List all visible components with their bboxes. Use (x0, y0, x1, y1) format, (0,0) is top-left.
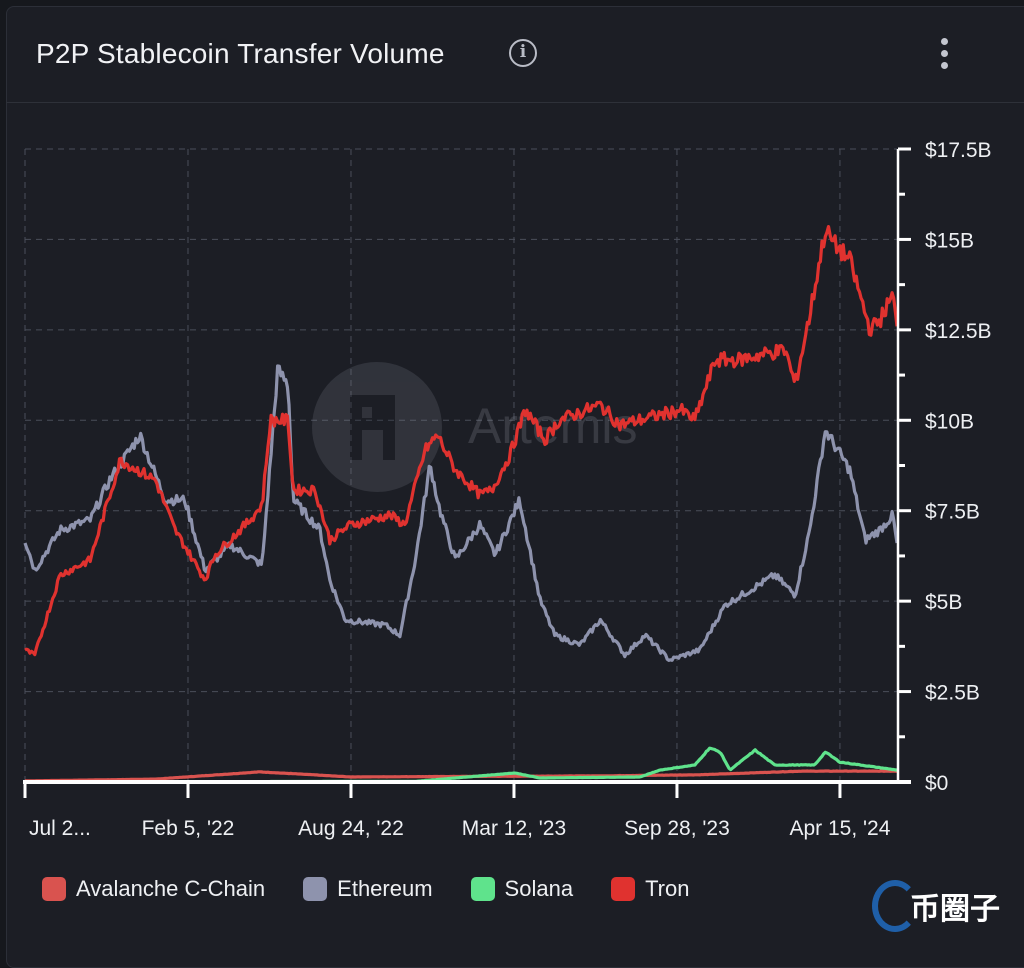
x-tick-label: Feb 5, '22 (142, 817, 235, 840)
corner-watermark-logo: 币圈子 (872, 880, 1000, 932)
page-title: P2P Stablecoin Transfer Volume (36, 38, 445, 69)
legend-label: Solana (504, 876, 574, 901)
legend-item[interactable]: Tron (611, 876, 689, 902)
artemis-watermark: Artemis (312, 362, 637, 492)
x-tick-label: Aug 24, '22 (298, 817, 404, 840)
corner-watermark-text: 币圈子 (910, 892, 1000, 927)
legend: Avalanche C-Chain Ethereum Solana Tron (42, 876, 727, 902)
legend-swatch (303, 877, 328, 901)
y-tick-label: $7.5B (925, 501, 980, 524)
legend-label: Avalanche C-Chain (76, 876, 266, 901)
y-tick-label: $10B (925, 410, 974, 433)
series-line-tron (24, 225, 899, 657)
more-vertical-icon[interactable] (934, 38, 954, 74)
divider (6, 102, 1024, 103)
legend-swatch (42, 877, 66, 901)
y-tick-label: $0 (925, 772, 948, 795)
line-chart: Artemis $0 $2.5B $5B $7.5B $10B $12.5B $15B $17… (23, 139, 992, 840)
y-tick-label: $17.5B (925, 139, 992, 162)
series-line-solana (25, 746, 898, 784)
series-line-ethereum (23, 364, 899, 662)
legend-swatch (470, 877, 495, 901)
y-tick-label: $12.5B (925, 320, 992, 343)
legend-item[interactable]: Ethereum (303, 876, 433, 902)
y-tick-label: $15B (925, 229, 974, 252)
legend-label: Tron (645, 876, 690, 901)
x-tick-label: Apr 15, '24 (789, 817, 890, 840)
y-tick-label: $5B (925, 591, 962, 614)
legend-item[interactable]: Solana (470, 876, 574, 902)
x-tick-label: Jul 2... (29, 817, 91, 840)
y-tick-label: $2.5B (925, 682, 980, 705)
x-tick-label: Mar 12, '23 (462, 817, 566, 840)
x-tick-label: Sep 28, '23 (624, 817, 730, 840)
legend-swatch (611, 877, 636, 901)
legend-item[interactable]: Avalanche C-Chain (42, 876, 265, 902)
info-icon[interactable]: i (509, 39, 537, 67)
legend-label: Ethereum (337, 876, 433, 901)
